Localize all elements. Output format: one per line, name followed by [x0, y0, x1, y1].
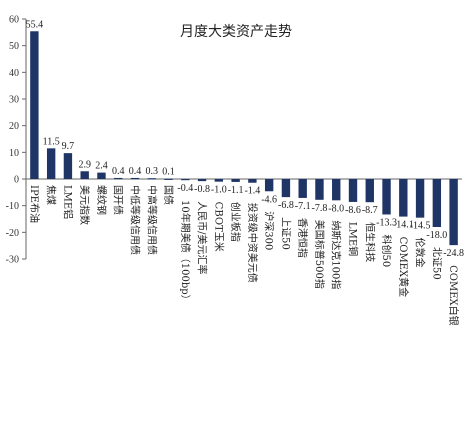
data-label: -0.8 — [194, 184, 210, 195]
bar — [80, 171, 89, 179]
data-label: 2.4 — [95, 161, 108, 172]
bar — [248, 179, 257, 183]
category-label: 焦煤 — [45, 185, 58, 205]
y-tick-label: 10 — [9, 148, 19, 159]
bar — [97, 172, 106, 179]
data-label: 2.9 — [78, 159, 91, 170]
data-label: 11.5 — [43, 136, 60, 147]
category-label: 螺纹钢 — [95, 185, 108, 215]
bar — [264, 179, 274, 192]
category-label: 纳斯达克100指 — [330, 220, 343, 289]
data-label: -13.3 — [376, 217, 397, 228]
bar — [46, 148, 56, 179]
bar — [197, 179, 207, 182]
bar — [449, 179, 458, 246]
category-label: 人民币/美元汇率 — [196, 201, 209, 274]
bar — [30, 31, 39, 180]
bar — [432, 179, 442, 227]
category-label: COMEX白银 — [447, 265, 460, 326]
bar — [214, 179, 224, 182]
category-label: 美国标普500指 — [313, 220, 326, 289]
category-label: 中高等级信用债 — [145, 185, 158, 255]
bar — [114, 177, 123, 180]
category-label: 国债 — [162, 185, 175, 205]
y-tick-label: -10 — [6, 201, 19, 212]
bar — [281, 179, 291, 198]
category-label: 香港恒指 — [296, 218, 309, 258]
bar — [332, 179, 341, 201]
y-tick-label: 0 — [14, 175, 19, 186]
bar — [63, 153, 73, 179]
data-label: 0.4 — [112, 166, 125, 177]
data-label: -1.1 — [228, 185, 244, 196]
data-label: 0.4 — [129, 166, 142, 177]
y-tick-label: 30 — [9, 95, 19, 106]
data-label: -7.1 — [295, 201, 311, 212]
category-label: 国开债 — [112, 185, 125, 215]
category-labels: IPE布油 焦煤 LME铝 美元指数 螺纹钢 国开债 中低等级信用债 中高等级信用债 国债 10年… — [28, 185, 460, 326]
data-label: -14.1 — [393, 220, 414, 231]
category-label: LME铜 — [347, 222, 359, 256]
bar — [130, 177, 140, 180]
y-tick-label: -20 — [6, 228, 19, 239]
category-label: IPE布油 — [28, 185, 41, 223]
category-label: CBOT玉米 — [212, 202, 225, 252]
data-label: -4.6 — [261, 194, 277, 205]
data-label: -0.4 — [177, 183, 193, 194]
data-label: 0.3 — [146, 166, 159, 177]
category-label: 美元指数 — [78, 185, 91, 225]
bars — [30, 31, 458, 246]
category-label: 中低等级信用债 — [129, 185, 142, 255]
bar — [382, 179, 391, 215]
category-label: 沪深300 — [263, 211, 276, 250]
data-label: -6.8 — [278, 200, 294, 211]
category-label: 科创50 — [380, 234, 393, 267]
data-label: -1.4 — [244, 186, 260, 197]
y-tick-label: -30 — [6, 255, 19, 266]
data-label: -7.8 — [312, 203, 328, 214]
bar — [348, 179, 358, 202]
bar — [164, 178, 173, 180]
data-label: -14.5 — [410, 221, 431, 232]
data-label: -8.6 — [345, 205, 361, 216]
bar — [399, 179, 408, 217]
category-label: 投资级中资美元债 — [246, 203, 259, 283]
y-tick-label: 40 — [9, 68, 19, 79]
bar — [365, 179, 374, 203]
data-label: -8.0 — [328, 203, 344, 214]
category-label: 北证50 — [430, 247, 442, 280]
y-tick-label: 20 — [9, 121, 19, 132]
y-tick-label: 50 — [9, 41, 19, 52]
category-label: 10年期美债（100bp） — [179, 200, 192, 305]
category-label: 伦敦金 — [414, 238, 427, 268]
bar — [415, 179, 425, 218]
data-label: -24.8 — [443, 248, 464, 259]
y-tick-label: 60 — [9, 15, 19, 26]
category-label: 上证50 — [279, 217, 291, 250]
bar — [147, 178, 156, 180]
bar — [315, 179, 324, 200]
data-label: 9.7 — [62, 141, 75, 152]
bar — [231, 179, 240, 182]
data-labels: 55.411.5 9.72.9 2.4 0.4 0.4 0.3 0.1-0.4 -0.8 -1.… — [26, 19, 464, 259]
data-label: 0.1 — [162, 167, 175, 178]
data-label: -8.7 — [362, 205, 378, 216]
data-label: -18.0 — [426, 230, 447, 241]
chart-title: 月度大类资产走势 — [180, 24, 292, 40]
data-label: 55.4 — [26, 19, 44, 30]
category-label: 创业板指 — [229, 202, 242, 242]
data-label: -1.0 — [211, 185, 227, 196]
category-label: COMEX黄金 — [397, 237, 410, 298]
category-label: LME铝 — [61, 185, 73, 219]
bar — [181, 179, 190, 181]
category-label: 恒生科技 — [363, 222, 376, 262]
bar — [298, 179, 307, 198]
